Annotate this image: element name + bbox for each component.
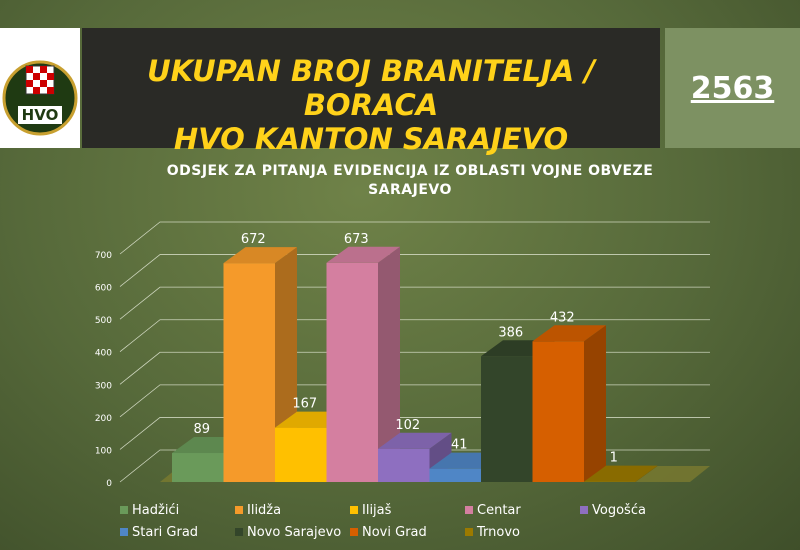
grid-line xyxy=(119,319,710,353)
logo-text: HVO xyxy=(22,106,59,124)
chart-title-box: ODSJEK ZA PITANJA EVIDENCIJA IZ OBLASTI … xyxy=(166,163,654,198)
legend-swatch xyxy=(235,528,243,536)
data-label: 1 xyxy=(610,451,618,466)
grid-line xyxy=(119,221,710,255)
data-label: 673 xyxy=(344,232,369,247)
header-title: UKUPAN BROJ BRANITELJA / BORACA xyxy=(147,54,595,122)
y-tick-label: 100 xyxy=(95,446,112,456)
legend-label: Trnovo xyxy=(476,525,520,540)
bar xyxy=(223,263,275,482)
legend-label: Novi Grad xyxy=(362,525,427,540)
legend-label: Ilidža xyxy=(247,503,281,518)
bar xyxy=(275,427,327,482)
bar xyxy=(172,453,224,482)
logo-graphic: HVO xyxy=(2,60,78,136)
bar-top xyxy=(378,432,452,449)
legend-swatch xyxy=(465,506,473,514)
bar-side xyxy=(584,325,606,482)
y-tick-label: 300 xyxy=(95,381,112,391)
y-tick-label: 0 xyxy=(106,479,112,489)
legend-label: Stari Grad xyxy=(132,525,198,540)
bar-top xyxy=(223,247,297,264)
data-label: 41 xyxy=(451,438,468,453)
header-subtitle: HVO KANTON SARAJEVO xyxy=(173,122,569,156)
legend-label: Centar xyxy=(477,503,521,518)
data-label: 386 xyxy=(498,325,523,340)
grid-line xyxy=(119,286,710,320)
data-label: 672 xyxy=(241,232,266,247)
data-label: 89 xyxy=(193,422,210,437)
bar xyxy=(532,341,584,482)
legend-swatch xyxy=(350,528,358,536)
bar-top xyxy=(532,325,606,342)
legend-swatch xyxy=(465,528,473,536)
bar-top xyxy=(326,246,400,263)
bar xyxy=(326,262,378,482)
bar-side xyxy=(635,465,658,482)
data-label: 432 xyxy=(550,310,575,325)
legend-label: Novo Sarajevo xyxy=(247,525,341,540)
y-tick-label: 700 xyxy=(95,251,112,261)
bar xyxy=(481,356,533,482)
data-label: 167 xyxy=(292,397,317,412)
header-band: UKUPAN BROJ BRANITELJA / BORACA HVO KANT… xyxy=(82,28,660,156)
grid-line xyxy=(119,254,710,287)
legend-swatch xyxy=(120,528,128,536)
bar-top xyxy=(584,465,658,482)
y-tick-label: 600 xyxy=(95,284,112,294)
y-tick-label: 200 xyxy=(95,414,112,424)
bar-side xyxy=(378,246,400,482)
y-tick-label: 400 xyxy=(95,349,112,359)
legend-label: Vogošća xyxy=(592,503,646,518)
data-label: 102 xyxy=(395,418,420,433)
grid-line xyxy=(119,384,710,418)
legend-label: Hadžići xyxy=(132,503,179,518)
bar xyxy=(429,468,481,482)
logo: HVO xyxy=(0,28,80,148)
legend-swatch xyxy=(350,506,358,514)
legend-swatch xyxy=(120,506,128,514)
total-value: 2563 xyxy=(690,70,775,106)
legend-label: Ilijaš xyxy=(362,503,392,518)
grid-line xyxy=(119,351,710,385)
legend-swatch xyxy=(580,506,588,514)
total-box: 2563 xyxy=(665,28,800,148)
y-tick-label: 500 xyxy=(95,316,112,326)
bar xyxy=(378,448,430,482)
legend-swatch xyxy=(235,506,243,514)
chart-title: ODSJEK ZA PITANJA EVIDENCIJA IZ OBLASTI … xyxy=(166,163,654,198)
